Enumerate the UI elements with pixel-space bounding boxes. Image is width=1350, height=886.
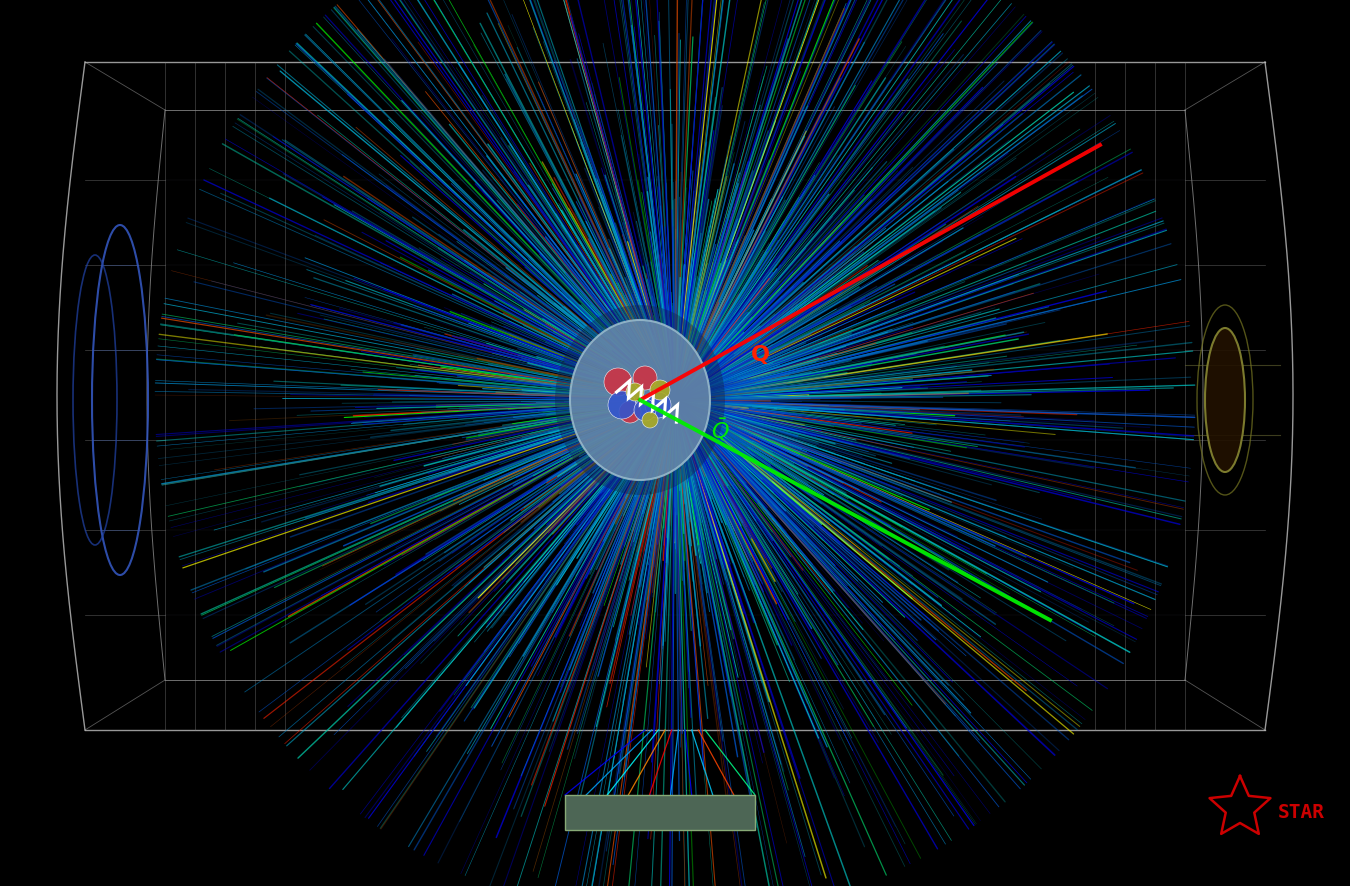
Ellipse shape: [555, 305, 725, 495]
Text: STAR: STAR: [1278, 803, 1324, 821]
Ellipse shape: [603, 368, 632, 396]
Ellipse shape: [645, 392, 671, 418]
Ellipse shape: [608, 391, 636, 419]
Ellipse shape: [620, 401, 641, 423]
Ellipse shape: [633, 366, 657, 390]
Ellipse shape: [643, 412, 657, 428]
Text: Q: Q: [751, 345, 769, 365]
Ellipse shape: [634, 399, 656, 421]
Ellipse shape: [626, 383, 644, 401]
Ellipse shape: [1206, 328, 1245, 472]
Ellipse shape: [649, 380, 670, 400]
Ellipse shape: [570, 320, 710, 480]
Text: $\bar{Q}$: $\bar{Q}$: [710, 416, 729, 443]
Bar: [566, 795, 755, 830]
